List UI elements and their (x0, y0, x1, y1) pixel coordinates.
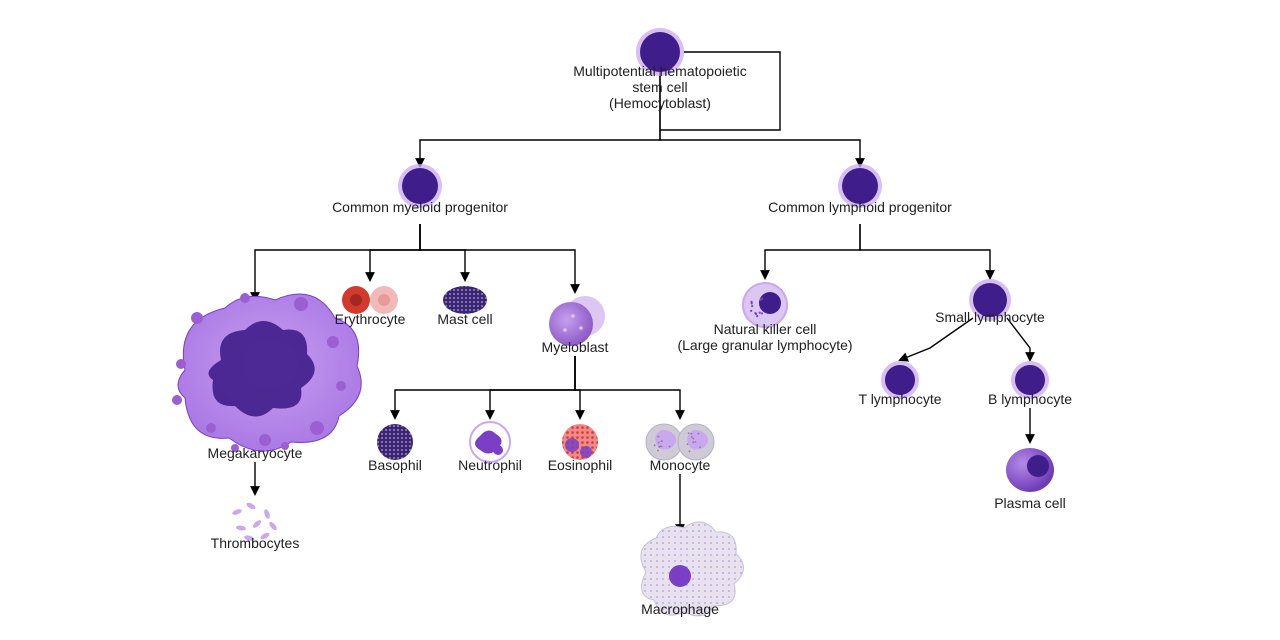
eosinophil-cell (562, 424, 598, 460)
basophil-cell (377, 424, 413, 460)
edge-4 (370, 224, 420, 280)
baso-label: Basophil (368, 457, 422, 473)
erythrocyte-cell (342, 286, 398, 314)
blym-label: B lymphocyte (988, 391, 1072, 407)
edge-10 (575, 356, 580, 418)
neutrophil-cell (470, 422, 510, 462)
edge-5 (420, 224, 465, 280)
tlym-label: T lymphocyte (859, 391, 942, 407)
plasma-label: Plasma cell (994, 495, 1066, 511)
edge-11 (575, 356, 680, 418)
small-label: Small lymphocyte (935, 309, 1045, 325)
lymphoid-label: Common lymphoid progenitor (768, 199, 952, 215)
macro-label: Macrophage (641, 601, 719, 617)
edge-1 (660, 72, 860, 166)
root-label: Multipotential hematopoieticstem cell(He… (573, 63, 747, 111)
edge-3 (255, 224, 420, 300)
neut-label: Neutrophil (458, 457, 522, 473)
edge-8 (395, 356, 575, 418)
edge-13 (765, 224, 860, 278)
mast-label: Mast cell (437, 311, 492, 327)
edge-9 (490, 356, 575, 418)
myeloblast-label: Myeloblast (542, 339, 609, 355)
edge-6 (420, 224, 575, 292)
eos-label: Eosinophil (548, 457, 613, 473)
hematopoiesis-diagram: Multipotential hematopoieticstem cell(He… (0, 0, 1280, 640)
monocyte-cell (646, 424, 714, 460)
nk-label: Natural killer cell(Large granular lymph… (677, 321, 852, 353)
mast-cell (443, 286, 487, 314)
mono-label: Monocyte (650, 457, 711, 473)
thromb-label: Thrombocytes (211, 535, 300, 551)
eryth-label: Erythrocyte (335, 311, 406, 327)
edge-0 (420, 72, 660, 166)
edge-14 (860, 224, 990, 278)
myeloid-label: Common myeloid progenitor (332, 199, 508, 215)
mega-label: Megakaryocyte (208, 445, 303, 461)
plasma-cell (1006, 448, 1054, 492)
megakaryocyte-cell (172, 293, 361, 452)
